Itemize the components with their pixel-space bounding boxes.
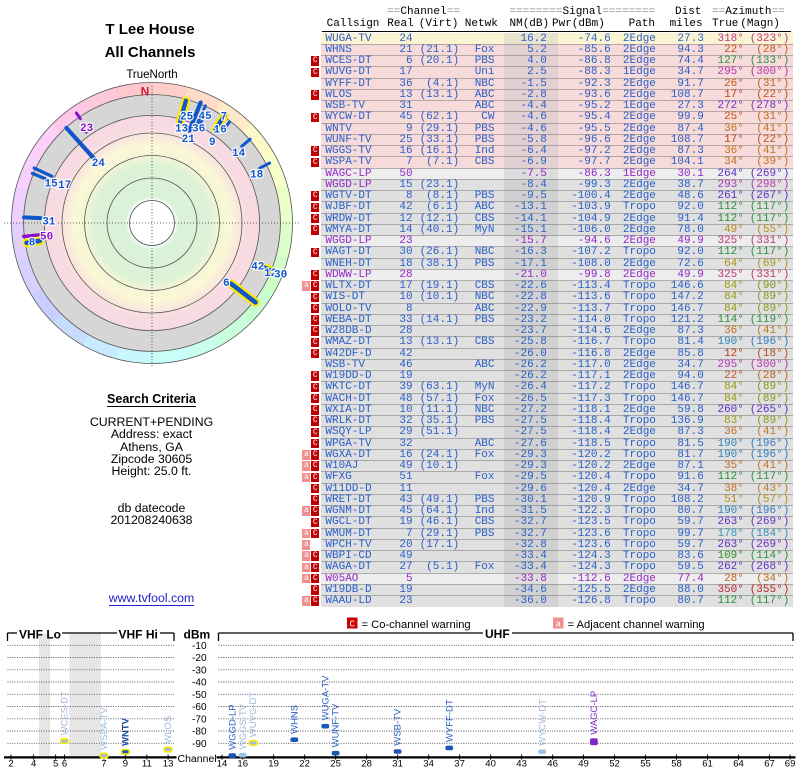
svg-text:-90: -90 xyxy=(192,739,207,750)
svg-text:= Adjacent channel warning: = Adjacent channel warning xyxy=(568,619,705,631)
svg-text:69: 69 xyxy=(785,759,796,768)
svg-text:36: 36 xyxy=(192,124,205,136)
svg-text:23: 23 xyxy=(80,123,94,135)
svg-text:WLOS: WLOS xyxy=(163,716,174,744)
svg-text:-40: -40 xyxy=(192,678,207,689)
svg-text:WSB-TV: WSB-TV xyxy=(393,708,404,746)
svg-text:-50: -50 xyxy=(192,690,207,701)
svg-text:58: 58 xyxy=(671,759,682,768)
svg-text:19: 19 xyxy=(268,759,279,768)
svg-text:16: 16 xyxy=(214,125,227,137)
svg-text:34: 34 xyxy=(423,759,434,768)
svg-text:40: 40 xyxy=(485,759,496,768)
svg-text:C: C xyxy=(349,620,355,630)
svg-text:VHF Lo: VHF Lo xyxy=(19,628,61,642)
svg-text:-30: -30 xyxy=(192,665,207,676)
svg-text:22: 22 xyxy=(299,759,310,768)
svg-text:a: a xyxy=(555,620,561,630)
svg-text:WAGC-LP: WAGC-LP xyxy=(589,691,600,735)
svg-text:61: 61 xyxy=(702,759,713,768)
svg-text:17: 17 xyxy=(58,180,71,192)
svg-text:4: 4 xyxy=(31,759,36,768)
svg-text:42: 42 xyxy=(251,262,264,274)
svg-text:21: 21 xyxy=(182,134,196,146)
svg-text:13: 13 xyxy=(163,759,174,768)
svg-text:55: 55 xyxy=(640,759,651,768)
svg-text:50: 50 xyxy=(40,232,53,244)
svg-text:WYCW-DT: WYCW-DT xyxy=(537,699,548,746)
svg-text:dBm: dBm xyxy=(184,628,211,642)
svg-text:18: 18 xyxy=(250,170,264,182)
svg-text:WNTV: WNTV xyxy=(121,717,132,746)
svg-text:31: 31 xyxy=(42,217,56,229)
svg-text:52: 52 xyxy=(609,759,620,768)
svg-text:9: 9 xyxy=(123,759,128,768)
svg-text:WCES-DT: WCES-DT xyxy=(60,691,71,736)
svg-text:-80: -80 xyxy=(192,727,207,738)
svg-text:43: 43 xyxy=(516,759,527,768)
svg-text:37: 37 xyxy=(454,759,465,768)
svg-text:8: 8 xyxy=(29,238,36,250)
svg-text:UHF: UHF xyxy=(485,627,510,641)
svg-text:9: 9 xyxy=(209,137,216,149)
svg-text:6: 6 xyxy=(223,278,230,290)
svg-text:WUGA-TV: WUGA-TV xyxy=(320,675,331,721)
svg-text:12: 12 xyxy=(264,268,277,280)
svg-text:WUVG-DT: WUVG-DT xyxy=(248,692,259,738)
svg-text:6: 6 xyxy=(62,759,67,768)
svg-text:45: 45 xyxy=(199,111,213,123)
svg-text:46: 46 xyxy=(547,759,558,768)
svg-text:25: 25 xyxy=(330,759,341,768)
svg-text:-60: -60 xyxy=(192,702,207,713)
svg-text:WSPA-TV: WSPA-TV xyxy=(99,707,110,750)
svg-text:-70: -70 xyxy=(192,714,207,725)
svg-text:WHNS: WHNS xyxy=(289,705,300,734)
svg-text:31: 31 xyxy=(392,759,403,768)
svg-text:28: 28 xyxy=(361,759,372,768)
svg-text:WGGS-TV: WGGS-TV xyxy=(238,703,249,749)
svg-text:25: 25 xyxy=(180,112,194,124)
svg-text:WGGD-LP: WGGD-LP xyxy=(227,704,238,749)
svg-text:14: 14 xyxy=(232,148,246,160)
svg-text:15: 15 xyxy=(45,179,59,191)
svg-text:14: 14 xyxy=(217,759,228,768)
svg-text:7: 7 xyxy=(101,759,106,768)
svg-text:WUNF-TV: WUNF-TV xyxy=(331,703,342,747)
svg-text:Channel: Channel xyxy=(178,753,217,765)
svg-text:-10: -10 xyxy=(192,641,207,652)
svg-text:5: 5 xyxy=(53,759,58,768)
svg-text:13: 13 xyxy=(175,124,189,136)
svg-text:67: 67 xyxy=(764,759,775,768)
svg-text:7: 7 xyxy=(221,112,228,124)
svg-text:N: N xyxy=(141,85,150,99)
svg-text:24: 24 xyxy=(92,158,106,170)
svg-text:VHF Hi: VHF Hi xyxy=(119,628,158,642)
svg-text:2: 2 xyxy=(8,759,13,768)
svg-text:30: 30 xyxy=(274,270,287,282)
svg-text:49: 49 xyxy=(578,759,589,768)
svg-text:WYFF-DT: WYFF-DT xyxy=(444,699,455,742)
svg-text:64: 64 xyxy=(733,759,744,768)
svg-text:16: 16 xyxy=(237,759,248,768)
svg-text:= Co-channel warning: = Co-channel warning xyxy=(362,619,471,631)
svg-text:-20: -20 xyxy=(192,653,207,664)
svg-text:11: 11 xyxy=(142,759,152,768)
